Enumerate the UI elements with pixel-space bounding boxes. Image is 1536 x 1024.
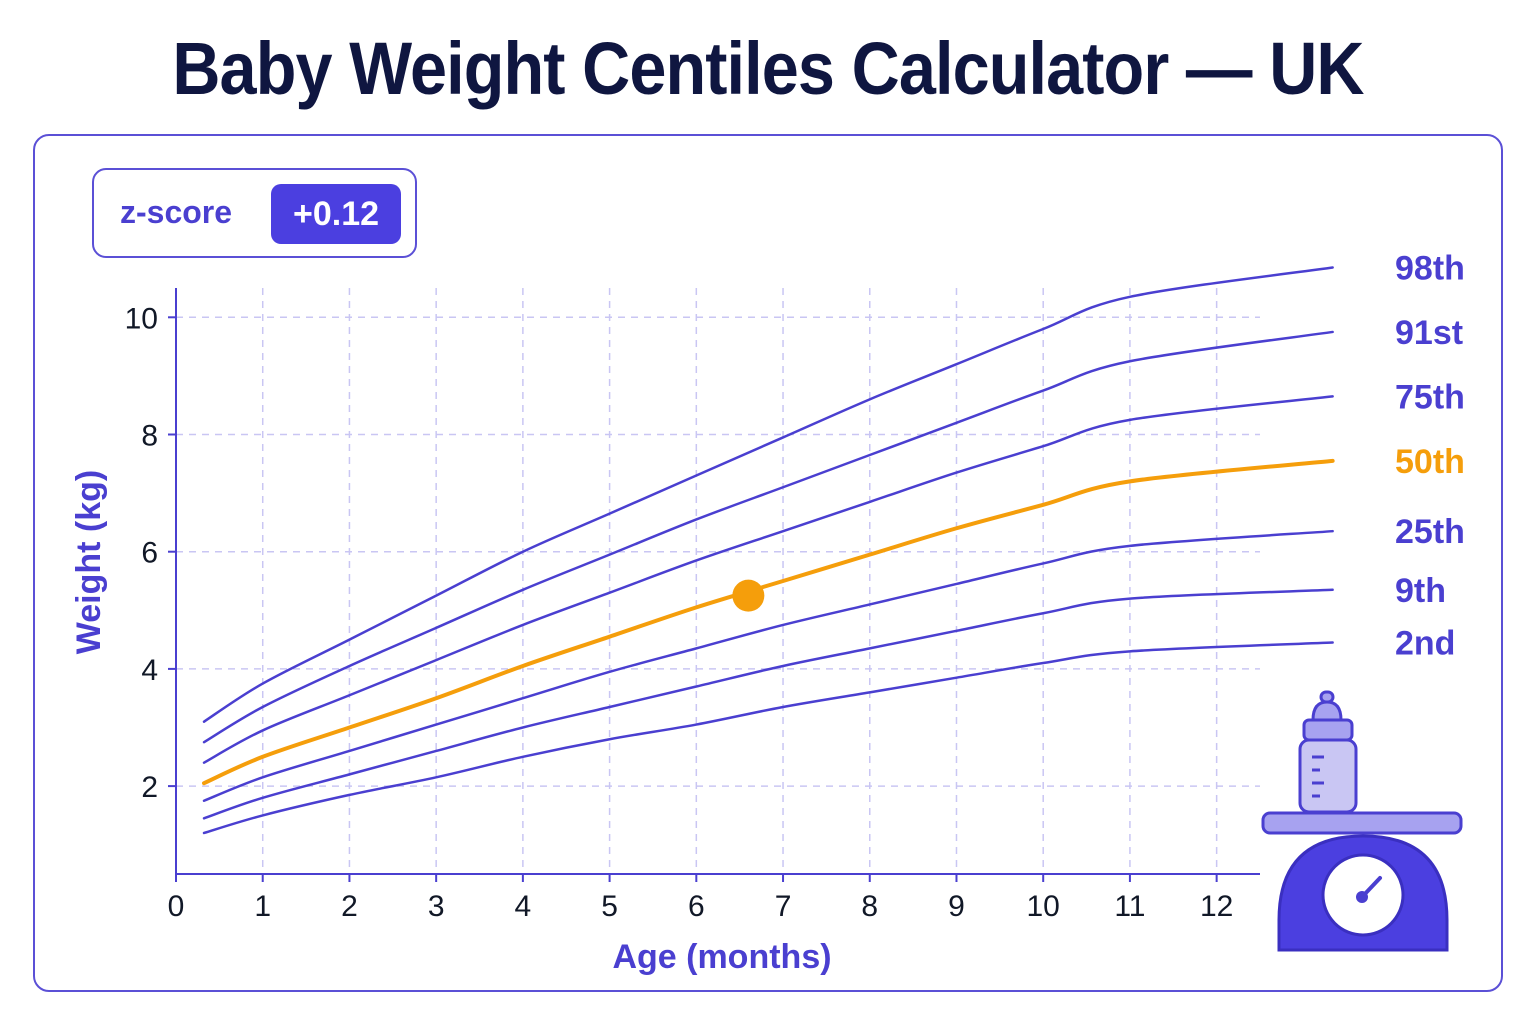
centile-label-75th: 75th <box>1395 378 1465 416</box>
centile-line-91st <box>202 330 1334 744</box>
x-tick-label: 3 <box>428 890 445 923</box>
z-score-box: z-score +0.12 <box>92 168 417 258</box>
centile-line-2nd <box>202 641 1334 835</box>
centile-labels: 98th 91st 75th 50th 25th 9th 2nd <box>1395 249 1465 662</box>
centile-lines <box>202 266 1335 835</box>
x-tick-label: 6 <box>688 890 705 923</box>
x-axis-label: Age (months) <box>612 938 831 976</box>
centile-line-25th <box>202 529 1334 802</box>
y-tick-label: 2 <box>141 771 158 804</box>
centile-line-75th <box>202 395 1334 764</box>
centile-label-2nd: 2nd <box>1395 625 1455 663</box>
baby-weight-point <box>732 579 765 612</box>
centile-line-98th <box>202 266 1334 723</box>
x-tick-label: 2 <box>341 890 358 923</box>
centile-label-91st: 91st <box>1395 314 1463 352</box>
x-tick-label: 11 <box>1114 890 1145 923</box>
x-tick-label: 12 <box>1200 890 1233 923</box>
centile-label-98th: 98th <box>1395 249 1465 287</box>
centile-line-9th <box>202 588 1334 820</box>
page-title: Baby Weight Centiles Calculator — UK <box>172 27 1364 110</box>
z-score-label: z-score <box>120 194 233 230</box>
grid <box>176 288 1260 874</box>
x-tick-label: 9 <box>948 890 965 923</box>
x-tick-label: 1 <box>254 890 271 923</box>
centile-label-9th: 9th <box>1395 572 1446 610</box>
centile-line-50th <box>202 458 1335 786</box>
weighing-scale-icon <box>1261 811 1463 952</box>
y-tick-label: 8 <box>141 420 158 453</box>
x-tick-label: 10 <box>1027 890 1060 923</box>
y-tick-label: 10 <box>125 302 158 335</box>
y-tick-label: 4 <box>141 654 158 687</box>
centile-label-25th: 25th <box>1395 513 1465 551</box>
baby-bottle-icon <box>1298 690 1358 814</box>
x-tick-label: 8 <box>861 890 878 923</box>
centile-label-50th: 50th <box>1395 443 1465 481</box>
x-tick-label: 5 <box>601 890 618 923</box>
y-tick-label: 6 <box>141 537 158 570</box>
x-tick-label: 7 <box>775 890 792 923</box>
x-tick-label: 0 <box>168 890 185 923</box>
z-score-value: +0.12 <box>271 184 401 244</box>
y-axis-label: Weight (kg) <box>70 470 108 654</box>
baby-weight-marker <box>732 579 765 612</box>
x-tick-label: 4 <box>515 890 532 923</box>
